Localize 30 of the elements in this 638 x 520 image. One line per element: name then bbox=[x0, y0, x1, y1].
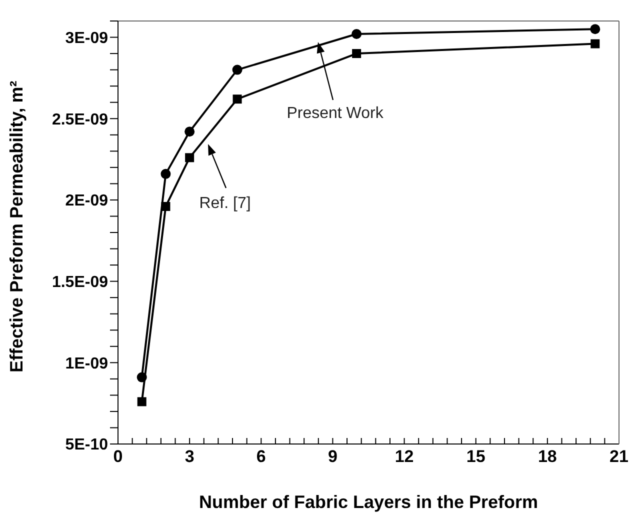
point bbox=[590, 39, 600, 48]
x-axis-title: Number of Fabric Layers in the Preform bbox=[198, 492, 538, 512]
point bbox=[352, 49, 362, 58]
annotation: Ref. [7] bbox=[199, 195, 251, 212]
point bbox=[137, 397, 146, 406]
point bbox=[136, 372, 147, 382]
y-tick-label: 1E-09 bbox=[65, 355, 108, 372]
x-tick-label: 9 bbox=[328, 447, 338, 466]
y-tick-label: 2E-09 bbox=[65, 192, 108, 210]
point bbox=[590, 24, 600, 34]
point bbox=[160, 168, 171, 179]
point bbox=[184, 126, 195, 137]
point bbox=[232, 64, 242, 75]
y-tick-label: 3E-09 bbox=[65, 30, 108, 47]
x-tick-label: 0 bbox=[113, 447, 123, 466]
point bbox=[185, 153, 194, 162]
annotation: Present Work bbox=[286, 105, 384, 122]
y-tick-label: 1.5E-09 bbox=[52, 274, 108, 291]
y-tick-label: 2.5E-09 bbox=[52, 111, 108, 128]
x-tick-label: 21 bbox=[610, 447, 628, 466]
point bbox=[161, 202, 170, 211]
y-tick-label: 5E-10 bbox=[65, 436, 108, 454]
x-tick-label: 12 bbox=[394, 447, 414, 466]
x-tick-label: 3 bbox=[184, 447, 194, 466]
y-axis-title: Effective Preform Permeability, m² bbox=[6, 80, 26, 372]
point bbox=[232, 94, 242, 104]
x-tick-label: 18 bbox=[538, 447, 557, 466]
point bbox=[352, 29, 362, 40]
x-tick-label: 6 bbox=[256, 447, 266, 466]
x-tick-label: 15 bbox=[466, 447, 486, 466]
